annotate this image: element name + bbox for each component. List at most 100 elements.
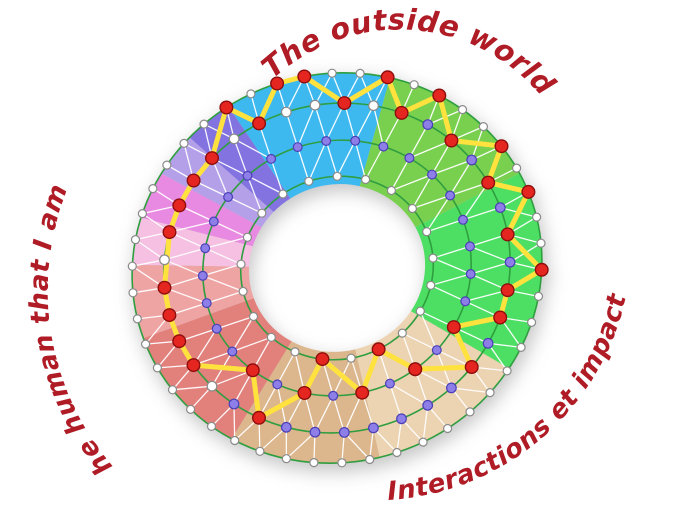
purple-node[interactable] [446,382,457,394]
red-node[interactable] [408,362,423,377]
white-node[interactable] [337,458,347,468]
white-node[interactable] [238,286,248,296]
white-node[interactable] [167,385,178,395]
purple-node[interactable] [422,119,434,130]
red-node[interactable] [162,308,177,323]
sector-green-b[interactable] [410,173,542,369]
white-node[interactable] [418,437,428,447]
red-node[interactable] [337,96,352,111]
red-node[interactable] [446,320,461,335]
red-node[interactable] [297,69,312,84]
purple-node[interactable] [242,170,253,181]
white-node[interactable] [130,235,141,245]
white-node[interactable] [246,89,256,99]
purple-node[interactable] [338,427,350,438]
white-node[interactable] [361,174,371,185]
purple-node[interactable] [384,378,395,389]
purple-node[interactable] [494,202,506,214]
white-node[interactable] [266,332,276,342]
white-node[interactable] [186,404,196,414]
purple-node[interactable] [223,192,234,203]
red-node[interactable] [162,225,177,240]
red-node[interactable] [251,410,266,425]
white-node[interactable] [309,99,321,111]
red-node[interactable] [464,360,479,375]
purple-node[interactable] [404,153,415,164]
red-node[interactable] [186,173,201,188]
white-node[interactable] [242,232,252,242]
white-node[interactable] [392,447,402,458]
white-node[interactable] [397,328,407,338]
white-node[interactable] [281,454,291,464]
white-node[interactable] [407,203,417,214]
purple-node[interactable] [208,216,219,227]
red-node[interactable] [245,363,260,378]
white-node[interactable] [199,119,209,129]
white-node[interactable] [162,160,172,170]
white-node[interactable] [137,209,147,219]
white-node[interactable] [526,317,537,327]
purple-node[interactable] [445,190,456,201]
purple-node[interactable] [368,422,379,434]
white-node[interactable] [179,138,189,148]
white-node[interactable] [346,353,356,363]
white-node[interactable] [255,446,265,456]
purple-node[interactable] [266,153,277,164]
white-node[interactable] [485,388,495,398]
purple-node[interactable] [197,270,208,281]
purple-node[interactable] [431,345,442,356]
white-node[interactable] [502,366,512,376]
white-node[interactable] [236,259,246,269]
purple-node[interactable] [321,136,332,147]
red-node[interactable] [186,358,201,373]
white-node[interactable] [290,347,300,357]
white-node[interactable] [309,458,319,468]
white-node[interactable] [457,104,468,115]
red-node[interactable] [297,386,312,401]
white-node[interactable] [409,80,419,90]
white-node[interactable] [248,311,259,322]
purple-node[interactable] [465,269,476,280]
white-node[interactable] [159,254,170,266]
red-node[interactable] [380,70,395,85]
purple-node[interactable] [309,426,321,438]
purple-node[interactable] [460,296,471,307]
white-node[interactable] [206,421,217,431]
white-node[interactable] [511,163,522,173]
purple-node[interactable] [504,256,516,268]
red-node[interactable] [252,116,267,131]
purple-node[interactable] [482,337,494,349]
purple-node[interactable] [200,243,211,254]
red-node[interactable] [394,105,409,120]
purple-node[interactable] [458,214,469,225]
red-node[interactable] [494,139,509,154]
white-node[interactable] [228,133,240,145]
purple-node[interactable] [396,413,407,425]
white-node[interactable] [415,306,425,316]
white-node[interactable] [478,121,488,132]
purple-node[interactable] [280,421,292,433]
white-node[interactable] [465,407,475,417]
red-node[interactable] [534,262,549,277]
sector-pink-orchid[interactable] [141,173,262,247]
white-node[interactable] [230,435,240,446]
purple-node[interactable] [427,169,438,180]
red-node[interactable] [493,310,508,325]
white-node[interactable] [426,280,436,290]
white-node[interactable] [132,314,142,324]
white-node[interactable] [332,171,342,181]
white-node[interactable] [516,342,526,352]
red-node[interactable] [481,175,496,190]
purple-node[interactable] [465,241,476,252]
white-node[interactable] [368,100,379,112]
red-node[interactable] [204,151,219,166]
red-node[interactable] [521,184,536,199]
red-node[interactable] [270,76,285,91]
purple-node[interactable] [328,390,339,401]
white-node[interactable] [365,454,375,465]
white-node[interactable] [355,68,365,79]
red-node[interactable] [500,283,515,298]
red-node[interactable] [172,334,187,349]
purple-node[interactable] [211,323,222,334]
white-node[interactable] [257,208,267,218]
